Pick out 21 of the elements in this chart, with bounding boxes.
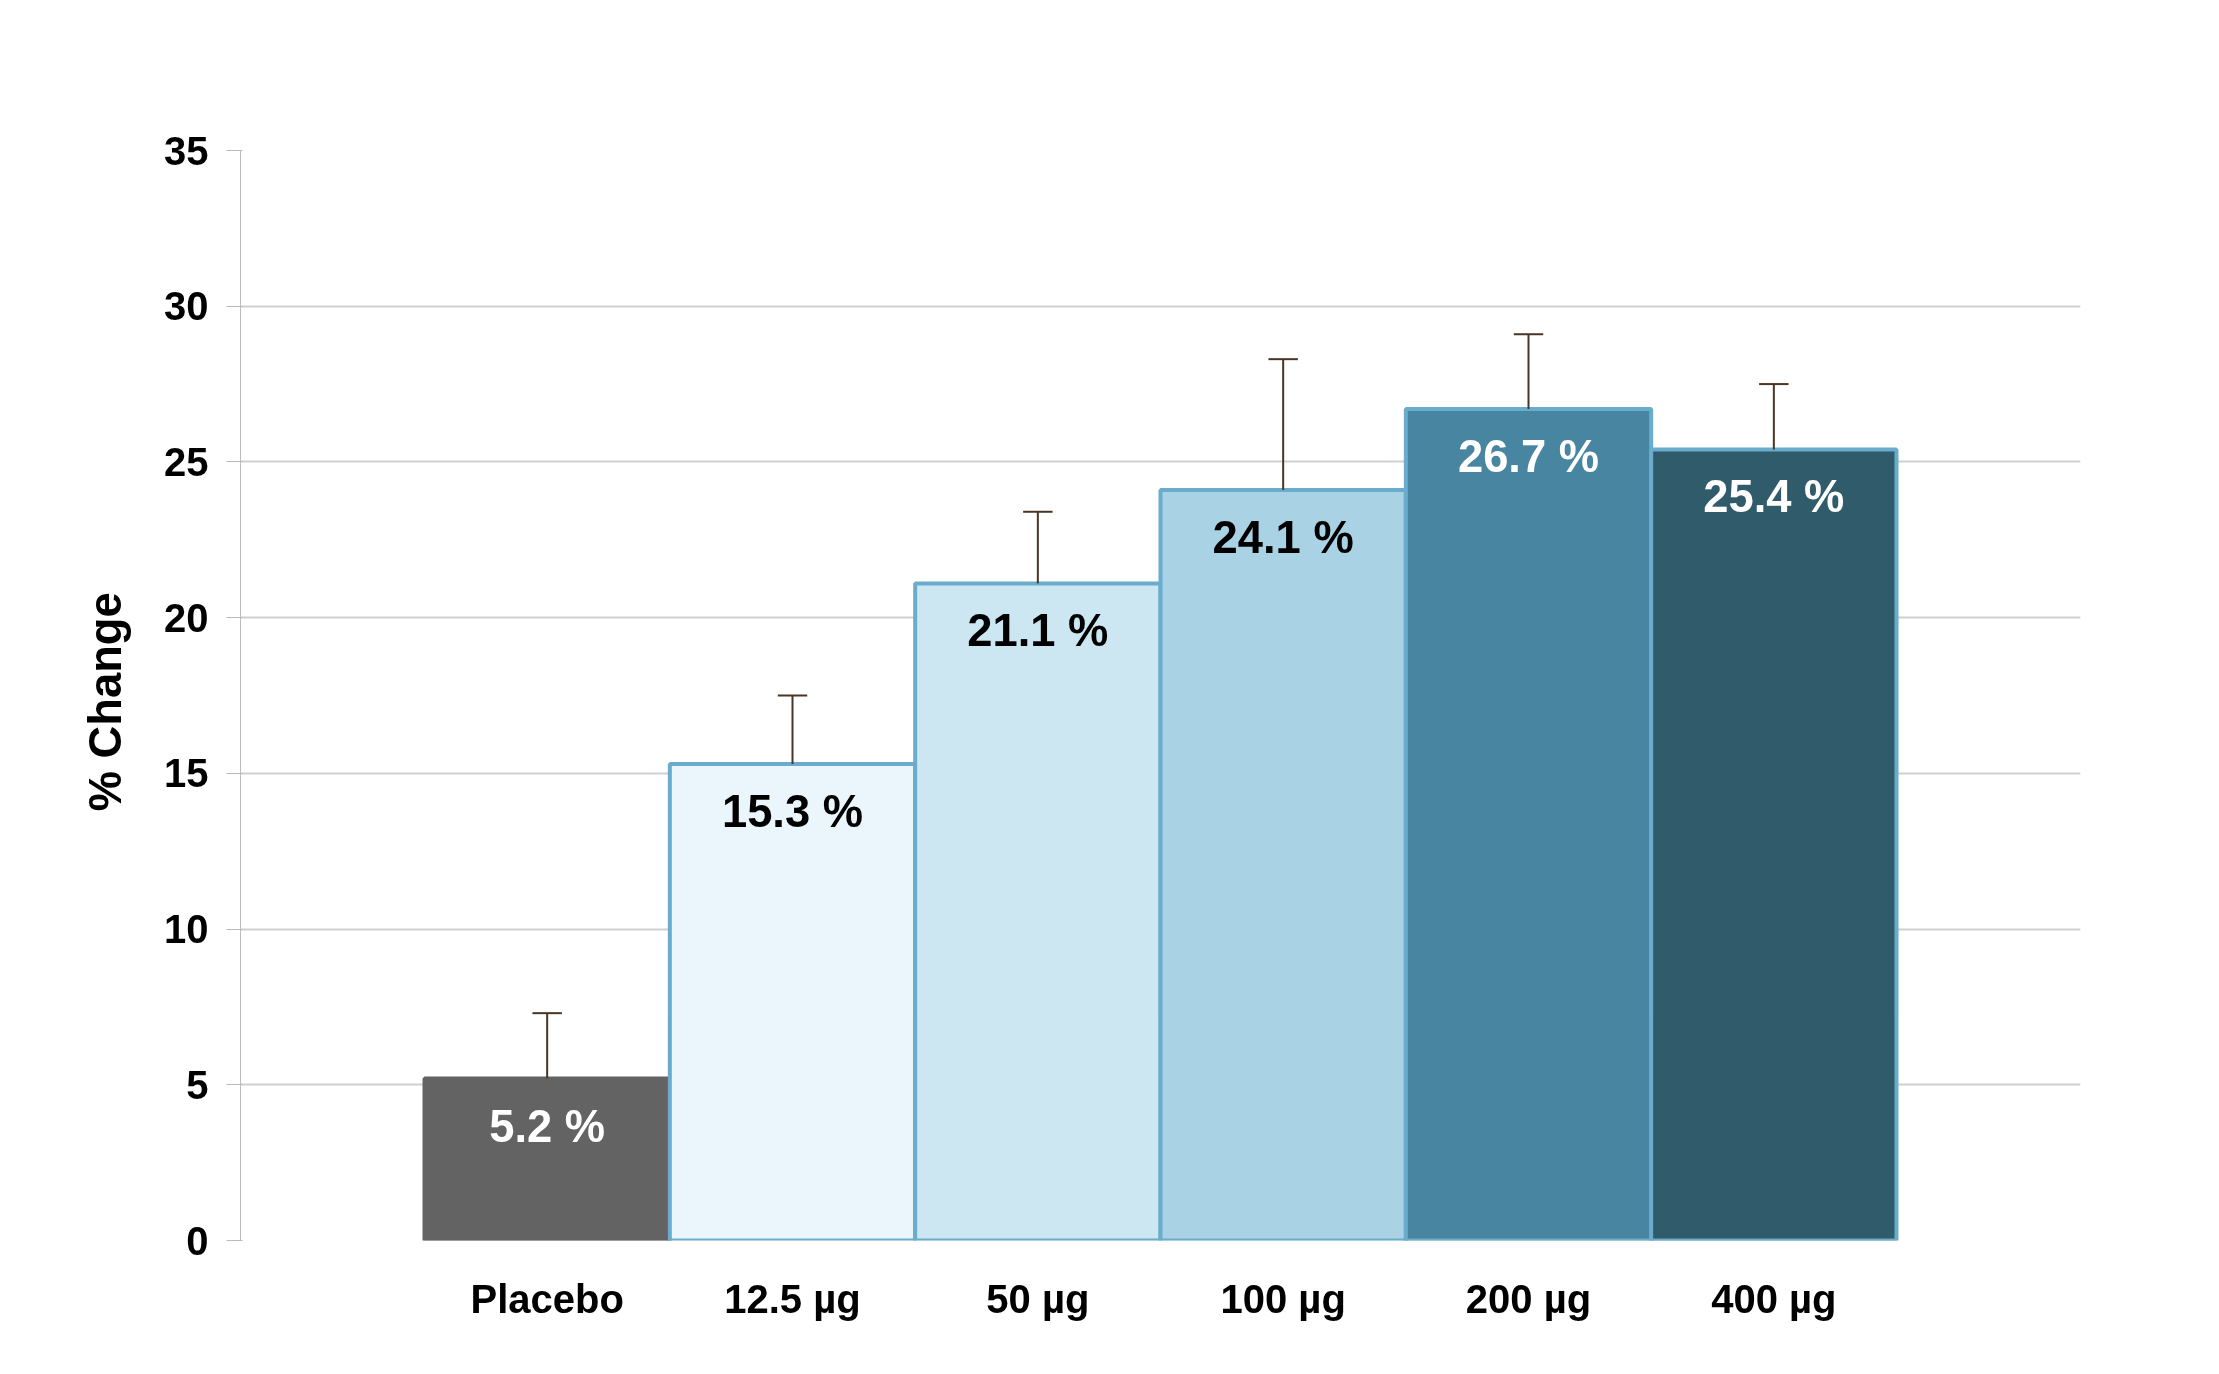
x-tick-label: 400 µg — [1711, 1276, 1837, 1321]
x-tick-label: 50 µg — [986, 1276, 1090, 1321]
data-label: 15.3 % — [721, 786, 864, 838]
data-label: 21.1 % — [967, 605, 1109, 657]
x-tick-label: Placebo — [470, 1276, 624, 1321]
y-tick-label: 5 — [186, 1062, 209, 1107]
y-tick-label: 20 — [164, 595, 209, 640]
data-label: 24.1 % — [1212, 511, 1354, 563]
data-label: 25.4 % — [1703, 471, 1845, 523]
data-label: 26.7 % — [1457, 430, 1600, 482]
x-tick-label: 200 µg — [1465, 1276, 1592, 1321]
y-tick-label: 10 — [164, 907, 209, 952]
x-tick-label: 100 µg — [1220, 1276, 1346, 1321]
y-tick-label: 30 — [164, 284, 209, 329]
y-axis-title: % Change — [80, 592, 132, 812]
y-tick-label: 25 — [164, 439, 209, 484]
x-tick-label: 12.5 µg — [724, 1276, 861, 1321]
y-tick-label: 0 — [186, 1218, 209, 1263]
y-tick-label: 35 — [164, 128, 209, 173]
y-tick-label: 15 — [164, 751, 209, 796]
data-label: 5.2 % — [489, 1100, 606, 1152]
